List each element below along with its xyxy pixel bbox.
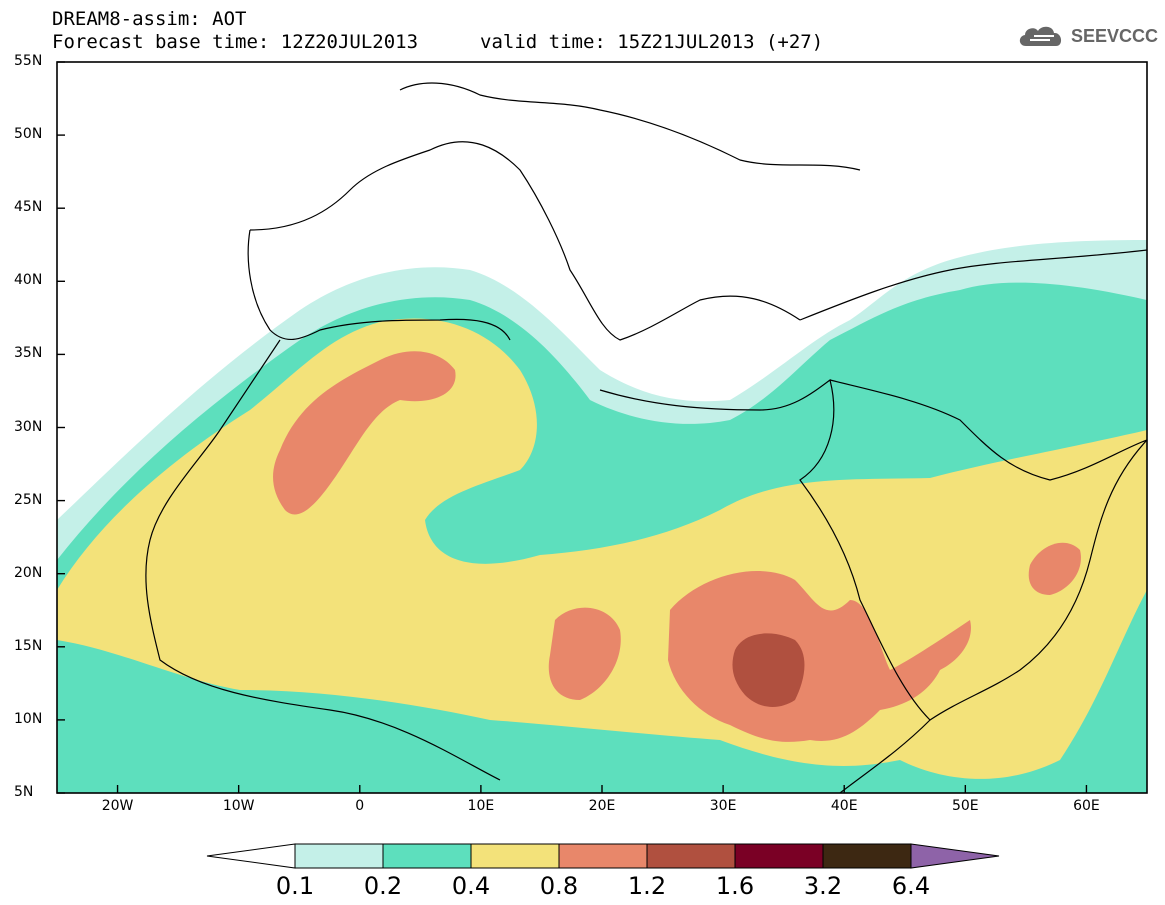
axis-ticks [57, 61, 1088, 794]
colorbar-label: 0.8 [539, 872, 579, 900]
valid-time: valid time: 15Z21JUL2013 (+27) [480, 31, 824, 53]
colorbar-label: 1.2 [627, 872, 667, 900]
colorbar-swatch [734, 843, 824, 869]
aot-contour-0.8-d [1028, 542, 1081, 595]
lat-label: 30N [14, 418, 43, 435]
lon-label: 20E [588, 798, 616, 814]
lon-label: 50E [951, 798, 979, 814]
lat-label: 45N [14, 199, 43, 216]
aot-contour-0.8-b [548, 607, 621, 700]
lon-label: 0 [355, 798, 365, 814]
lat-label: 35N [14, 345, 43, 362]
lat-label: 40N [14, 272, 43, 289]
colorbar-label: 0.1 [275, 872, 315, 900]
colorbar-swatch [382, 843, 472, 869]
seevccc-logo: SEEVCCC [1016, 22, 1158, 50]
colorbar-label: 0.2 [363, 872, 403, 900]
colorbar-label: 3.2 [803, 872, 843, 900]
lon-label: 30E [709, 798, 737, 814]
lon-label: 10E [467, 798, 495, 814]
lat-label: 50N [14, 126, 43, 143]
lat-label: 25N [14, 491, 43, 508]
logo-text: SEEVCCC [1071, 25, 1159, 46]
lat-label: 10N [14, 710, 43, 727]
lon-label: 40E [830, 798, 858, 814]
aot-contour-0.8-a [273, 351, 456, 515]
aot-contour-1.2 [732, 633, 805, 707]
colorbar-arrow-low [206, 843, 296, 869]
map-title: DREAM8-assim: AOT [52, 8, 247, 30]
colorbar-label: 6.4 [891, 872, 931, 900]
colorbar-swatch [646, 843, 736, 869]
lat-label: 15N [14, 637, 43, 654]
colorbar-swatch [470, 843, 560, 869]
lon-label: 60E [1073, 798, 1100, 814]
colorbar-swatch [822, 843, 912, 869]
cloud-icon [1019, 26, 1062, 46]
lat-label: 20N [14, 564, 43, 581]
lat-label: 55N [14, 53, 43, 69]
colorbar-arrow-high [910, 843, 1000, 869]
colorbar-label: 1.6 [715, 872, 755, 900]
lon-label: 10W [222, 798, 255, 814]
colorbar-swatch [558, 843, 648, 869]
colorbar-label: 0.4 [451, 872, 491, 900]
colorbar-swatch [294, 843, 384, 869]
lon-label: 20W [101, 798, 134, 814]
lat-label: 5N [14, 784, 34, 800]
base-time: Forecast base time: 12Z20JUL2013 [52, 31, 419, 53]
coastlines [145, 82, 1147, 793]
aot-contour-0.8-c [668, 571, 971, 742]
